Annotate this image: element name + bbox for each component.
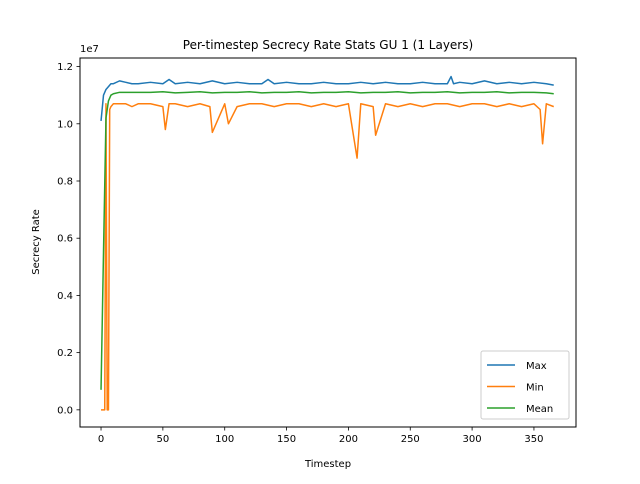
legend-label-mean: Mean <box>526 404 553 415</box>
series-line-max <box>100 75 554 122</box>
y-axis-label: Secrecy Rate <box>31 209 42 275</box>
x-tick-label: 350 <box>524 434 543 445</box>
legend: Max Min Mean <box>480 350 570 420</box>
chart-title: Per-timestep Secrecy Rate Stats GU 1 (1 … <box>183 38 473 52</box>
y-tick-label: 1.0 <box>57 119 73 130</box>
series-line-mean <box>100 91 554 390</box>
y-tick-label: 1.2 <box>57 62 73 73</box>
y-tick-label: 0.2 <box>57 348 73 359</box>
axes-frame <box>79 57 577 428</box>
legend-box <box>480 350 570 420</box>
y-axis-ticks: 0.0 0.2 0.4 0.6 0.8 1.0 1.2 <box>57 62 80 416</box>
x-axis-ticks: 0 50 100 150 200 250 300 350 <box>98 427 543 445</box>
x-tick-label: 100 <box>215 434 234 445</box>
series-line-min <box>101 103 555 411</box>
y-tick-label: 0.0 <box>57 405 73 416</box>
legend-label-max: Max <box>526 361 547 372</box>
y-tick-label: 0.4 <box>57 291 73 302</box>
x-tick-label: 150 <box>277 434 296 445</box>
y-tick-label: 0.6 <box>57 234 73 245</box>
x-tick-label: 250 <box>401 434 420 445</box>
x-tick-label: 0 <box>98 434 104 445</box>
series-layer <box>100 75 555 411</box>
y-axis-offset-label: 1e7 <box>80 44 99 55</box>
x-axis-label: Timestep <box>304 459 351 470</box>
x-tick-label: 50 <box>157 434 170 445</box>
x-tick-label: 200 <box>339 434 358 445</box>
x-tick-label: 300 <box>463 434 482 445</box>
legend-label-min: Min <box>526 383 544 394</box>
y-tick-label: 0.8 <box>57 177 73 188</box>
